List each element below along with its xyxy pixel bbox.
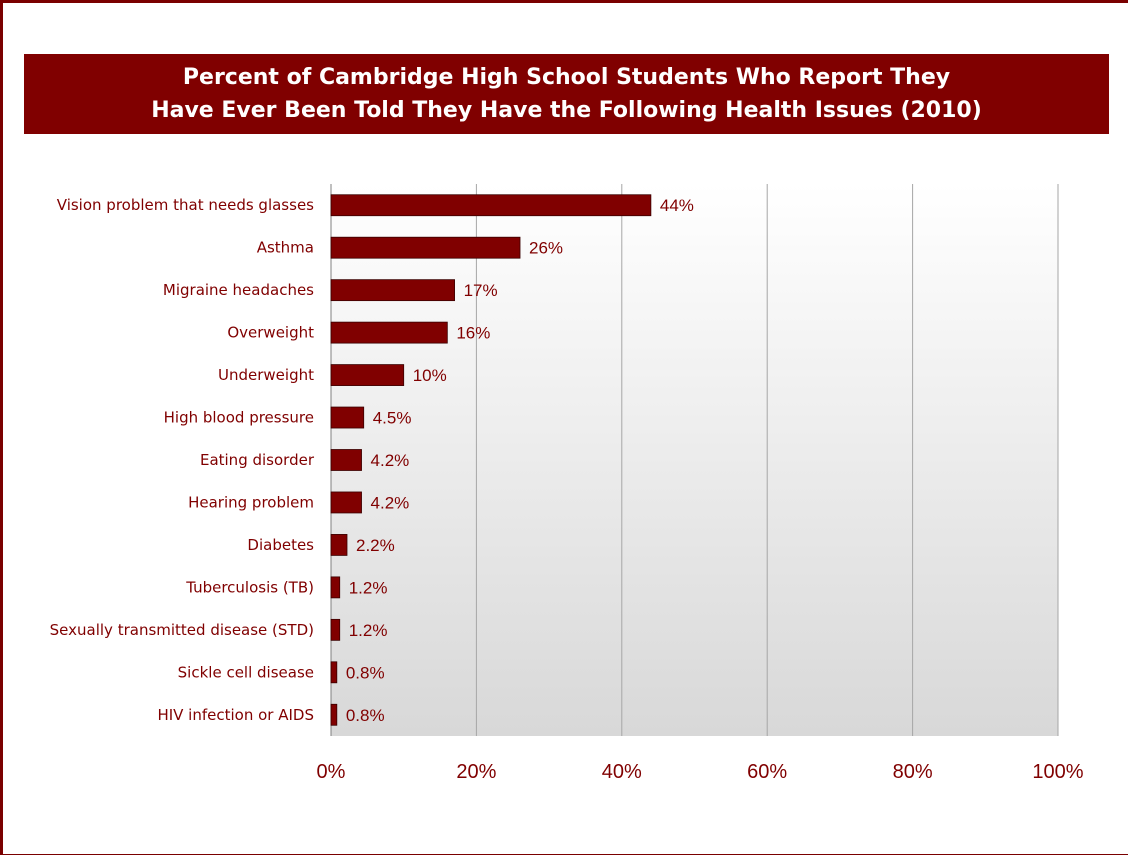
data-label: 4.2% xyxy=(371,451,410,470)
category-label: Asthma xyxy=(257,239,314,257)
bar xyxy=(330,618,341,641)
category-label: Vision problem that needs glasses xyxy=(57,196,314,214)
data-label: 17% xyxy=(464,281,498,300)
data-label: 10% xyxy=(413,366,447,385)
x-tick-label: 80% xyxy=(893,761,933,783)
bar xyxy=(330,236,521,259)
bar xyxy=(330,576,341,599)
data-label: 4.5% xyxy=(373,409,412,428)
chart-title-line-2: Have Ever Been Told They Have the Follow… xyxy=(151,98,982,123)
bar xyxy=(330,449,362,471)
category-label: Diabetes xyxy=(247,536,314,554)
category-label: Sickle cell disease xyxy=(178,663,314,681)
data-label: 1.2% xyxy=(349,621,388,640)
data-label: 1.2% xyxy=(349,578,388,597)
bar xyxy=(330,491,362,514)
data-label: 16% xyxy=(456,324,490,343)
x-tick-label: 40% xyxy=(602,761,642,783)
bar xyxy=(330,194,652,217)
data-label: 2.2% xyxy=(356,536,395,555)
bar xyxy=(330,279,455,302)
plot-area xyxy=(331,184,1058,736)
bar xyxy=(330,321,448,344)
category-label: Overweight xyxy=(227,324,314,342)
category-label: HIV infection or AIDS xyxy=(157,706,314,724)
category-label: Tuberculosis (TB) xyxy=(185,578,314,596)
category-label: High blood pressure xyxy=(164,409,314,427)
chart-title-line-1: Percent of Cambridge High School Student… xyxy=(182,65,951,90)
chart-title: Percent of Cambridge High School Student… xyxy=(24,54,1109,134)
x-tick-label: 60% xyxy=(747,761,787,783)
x-tick-label: 0% xyxy=(317,761,346,783)
data-label: 4.2% xyxy=(371,493,410,512)
category-label: Sexually transmitted disease (STD) xyxy=(50,621,314,639)
bar xyxy=(330,661,338,684)
category-label: Hearing problem xyxy=(188,493,314,511)
category-label: Eating disorder xyxy=(200,451,315,469)
x-tick-label: 100% xyxy=(1032,761,1083,783)
data-label: 0.8% xyxy=(346,663,385,682)
bar xyxy=(330,406,365,429)
bar xyxy=(330,364,405,386)
bar xyxy=(330,703,338,726)
data-label: 26% xyxy=(529,239,563,258)
x-tick-label: 20% xyxy=(456,761,496,783)
category-label: Underweight xyxy=(218,366,314,384)
data-label: 44% xyxy=(660,196,694,215)
bar xyxy=(330,534,348,556)
data-label: 0.8% xyxy=(346,706,385,725)
category-label: Migraine headaches xyxy=(163,281,314,299)
